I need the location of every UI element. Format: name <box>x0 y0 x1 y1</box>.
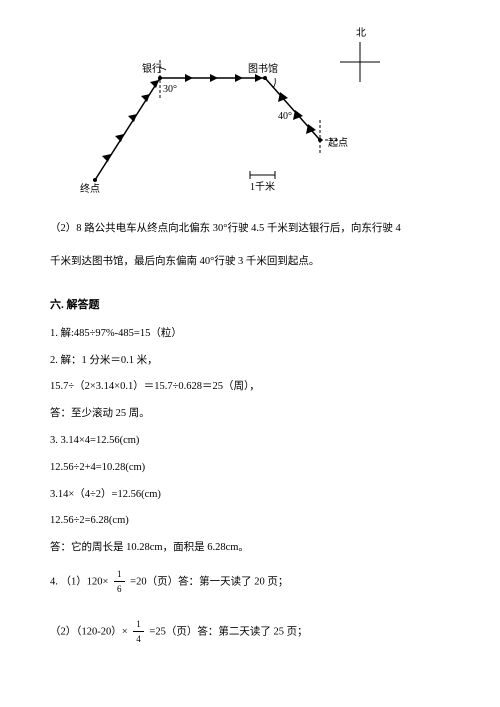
page-container: 北 30° <box>0 0 500 677</box>
a4-line2-post: =25（页）答：第二天读了 25 页； <box>149 626 307 637</box>
a2-line2: 15.7÷（2×3.14×0.1）＝15.7÷0.628＝25（周）， <box>50 379 450 396</box>
terminus-label: 终点 <box>80 182 100 195</box>
angle-40: 40° <box>278 111 292 122</box>
angle-30: 30° <box>163 84 177 95</box>
north-label: 北 <box>356 27 366 39</box>
frac-den: 6 <box>114 582 125 596</box>
bank-label: 银行 <box>142 62 162 75</box>
a4-line2: （2）（120-20）× 1 4 =25（页）答：第二天读了 25 页； <box>50 617 450 647</box>
a3-line1: 3. 3.14×4=12.56(cm) <box>50 433 450 450</box>
frac-num: 1 <box>133 617 144 632</box>
a1-line1: 1. 解:485÷97%-485=15（粒） <box>50 326 450 343</box>
a4-line1: 4. （1）120× 1 6 =20（页）答：第一天读了 20 页； <box>50 567 450 597</box>
a4-line1-post: =20（页）答：第一天读了 20 页； <box>130 576 288 587</box>
q2-text-2: 千米到达图书馆，最后向东偏南 40°行驶 3 千米回到起点。 <box>50 253 450 272</box>
frac-num: 1 <box>114 567 125 582</box>
a3-line5: 答：它的周长是 10.28cm，面积是 6.28cm。 <box>50 540 450 557</box>
frac-den: 4 <box>133 632 144 646</box>
section-6-title: 六. 解答题 <box>50 296 450 312</box>
fraction-1-4: 1 4 <box>133 617 144 647</box>
a2-line3: 答：至少滚动 25 周。 <box>50 406 450 423</box>
a3-line2: 12.56÷2+4=10.28(cm) <box>50 460 450 477</box>
fraction-1-6: 1 6 <box>114 567 125 597</box>
a2-line1: 2. 解：1 分米＝0.1 米， <box>50 353 450 370</box>
a4-line1-pre: 4. （1）120× <box>50 576 108 587</box>
a3-line4: 12.56÷2=6.28(cm) <box>50 513 450 530</box>
a3-line3: 3.14×（4÷2）=12.56(cm) <box>50 487 450 504</box>
diagram-svg: 北 30° <box>50 20 450 200</box>
q2-text-1: （2）8 路公共电车从终点向北偏东 30°行驶 4.5 千米到达银行后，向东行驶… <box>50 220 450 239</box>
route-diagram: 北 30° <box>50 20 450 200</box>
library-label: 图书馆 <box>248 62 278 75</box>
origin-label: 起点 <box>328 137 348 149</box>
scale-label: 1千米 <box>250 180 275 193</box>
a4-line2-pre: （2）（120-20）× <box>50 626 128 637</box>
